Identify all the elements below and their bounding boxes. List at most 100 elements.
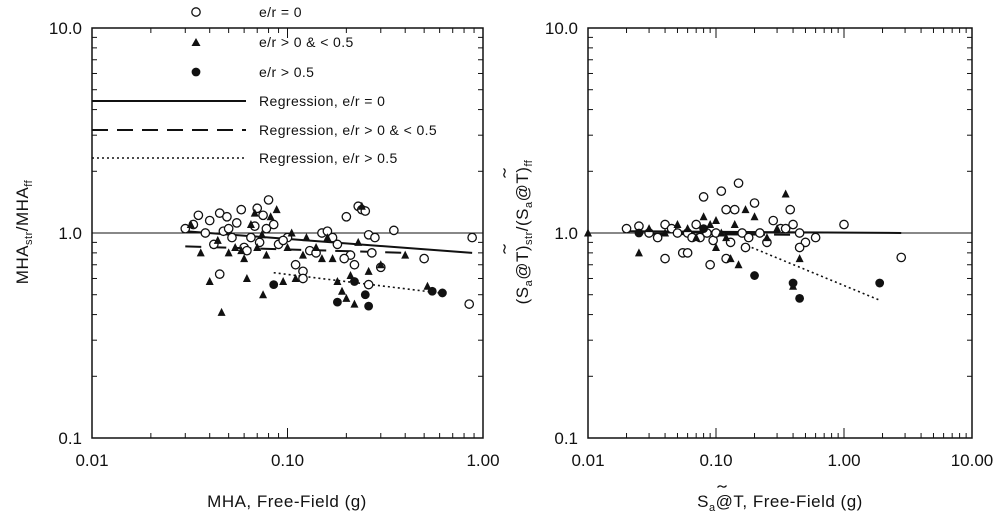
right-point-open-circle: [672, 228, 683, 238]
left-point-filled-triangle: [376, 260, 385, 269]
left-point-open-circle: [222, 211, 232, 222]
left-x-tick-label: 1.00: [466, 451, 499, 470]
right-point-filled-triangle: [722, 233, 731, 242]
right-point-filled-triangle: [795, 254, 804, 263]
right-panel: 0.01 0.10 1.00 10.00 0.1 1.0 10.0 (Sa@T)str/(S…: [502, 19, 994, 514]
left-point-open-circle: [268, 219, 279, 230]
right-point-filled-triangle: [712, 242, 720, 251]
right-regression-dotted: [751, 246, 880, 301]
left-point-open-circle: [341, 211, 352, 222]
legend-label-er-high: e/r > 0.5: [259, 64, 314, 80]
right-point-filled-triangle: [683, 224, 692, 233]
left-point-open-circle: [214, 269, 225, 279]
right-point-filled-triangle: [634, 248, 643, 257]
left-point-filled-triangle: [250, 208, 259, 217]
right-point-open-circle: [721, 204, 731, 215]
left-point-filled-triangle: [253, 242, 262, 251]
right-point-filled-circle: [634, 228, 644, 238]
right-point-open-circle: [621, 223, 632, 234]
legend-label-reg-er-mid: Regression, e/r > 0 & < 0.5: [259, 122, 437, 138]
left-point-filled-triangle: [259, 290, 268, 299]
right-point-open-circle: [733, 178, 744, 189]
right-point-filled-triangle: [661, 228, 670, 237]
left-point-filled-triangle: [323, 233, 332, 242]
left-point-open-circle: [349, 259, 360, 270]
left-point-filled-triangle: [266, 212, 275, 221]
left-point-filled-triangle: [298, 250, 307, 259]
right-point-open-circle: [794, 242, 805, 253]
right-y-axis-title: (Sa@T)str/(Sa@T)ff: [502, 159, 535, 304]
left-point-open-circle: [389, 225, 399, 236]
left-point-open-circle: [193, 210, 204, 221]
right-x-tick-label: 10.00: [951, 451, 994, 470]
left-point-open-circle: [236, 204, 247, 215]
left-point-open-circle: [261, 223, 272, 234]
left-point-filled-triangle: [312, 242, 321, 251]
left-point-open-circle: [231, 218, 242, 228]
left-point-filled-circle: [427, 286, 437, 296]
right-point-open-circle: [785, 204, 796, 215]
left-point-open-circle: [290, 259, 301, 270]
left-point-filled-triangle: [346, 271, 355, 280]
left-point-filled-triangle: [205, 276, 214, 285]
left-point-filled-triangle: [333, 276, 342, 285]
right-point-open-circle: [698, 192, 709, 202]
right-x-tick-label: 0.10: [699, 451, 732, 470]
legend-marker-open-circle: [191, 7, 201, 17]
legend-label-reg-er-high: Regression, e/r > 0.5: [259, 150, 398, 166]
right-point-open-circle: [740, 242, 751, 253]
right-point-open-circle: [716, 186, 727, 197]
right-point-open-circle: [737, 228, 747, 238]
left-point-open-circle: [200, 228, 211, 238]
left-x-tick-label: 0.01: [75, 451, 108, 470]
left-point-filled-circle: [438, 288, 447, 298]
right-point-open-circle: [749, 198, 760, 208]
left-point-filled-triangle: [291, 273, 300, 282]
left-point-open-circle: [366, 248, 377, 258]
left-point-filled-triangle: [224, 248, 233, 257]
right-point-open-circle: [839, 219, 849, 230]
left-point-filled-triangle: [196, 248, 205, 257]
left-point-filled-triangle: [279, 276, 288, 285]
left-point-filled-triangle: [364, 266, 373, 275]
right-point-filled-circle: [699, 224, 708, 234]
left-point-filled-circle: [360, 290, 370, 300]
left-x-tick-label: 0.10: [271, 451, 304, 470]
right-point-filled-circle: [788, 278, 798, 288]
right-point-filled-triangle: [750, 212, 759, 221]
left-point-open-circle: [339, 253, 350, 264]
left-point-open-circle: [180, 223, 191, 234]
left-panel: 0.01 0.10 1.00 0.1 1.0 10.0 MHAstr/MHAff MHA,…: [13, 4, 500, 511]
left-point-filled-triangle: [257, 230, 266, 239]
left-y-axis-title: MHAstr/MHAff: [13, 179, 35, 284]
right-y-tilde-2-icon: [502, 168, 507, 178]
left-y-tick-label: 0.1: [58, 429, 82, 448]
right-point-open-circle: [896, 252, 907, 263]
legend-label-reg-er0: Regression, e/r = 0: [259, 93, 385, 109]
right-point-filled-circle: [875, 278, 885, 288]
right-x-tick-label: 0.01: [571, 451, 604, 470]
left-point-open-circle: [467, 232, 477, 243]
left-point-filled-triangle: [246, 220, 255, 229]
left-y-tick-label: 10.0: [49, 19, 82, 38]
left-point-filled-triangle: [354, 237, 363, 246]
right-point-filled-triangle: [726, 254, 735, 263]
right-y-tilde-1-icon: [502, 244, 507, 254]
legend-marker-filled-circle: [191, 67, 201, 77]
right-point-filled-triangle: [645, 224, 654, 233]
left-y-sub2: ff: [23, 179, 35, 186]
left-point-filled-triangle: [272, 205, 281, 214]
right-point-open-circle: [652, 232, 663, 243]
right-point-filled-triangle: [699, 212, 708, 221]
left-point-filled-triangle: [328, 254, 337, 263]
left-point-filled-triangle: [242, 273, 251, 282]
right-point-open-circle: [729, 204, 740, 215]
left-point-filled-triangle: [186, 220, 195, 229]
right-point-filled-triangle: [673, 220, 682, 229]
left-point-open-circle: [246, 232, 256, 243]
left-tick-layer: 0.01 0.10 1.00 0.1 1.0 10.0: [49, 19, 500, 470]
left-point-open-circle: [363, 279, 374, 290]
left-point-filled-triangle: [357, 201, 366, 210]
left-point-filled-triangle: [231, 242, 240, 251]
right-point-filled-triangle: [712, 216, 720, 225]
